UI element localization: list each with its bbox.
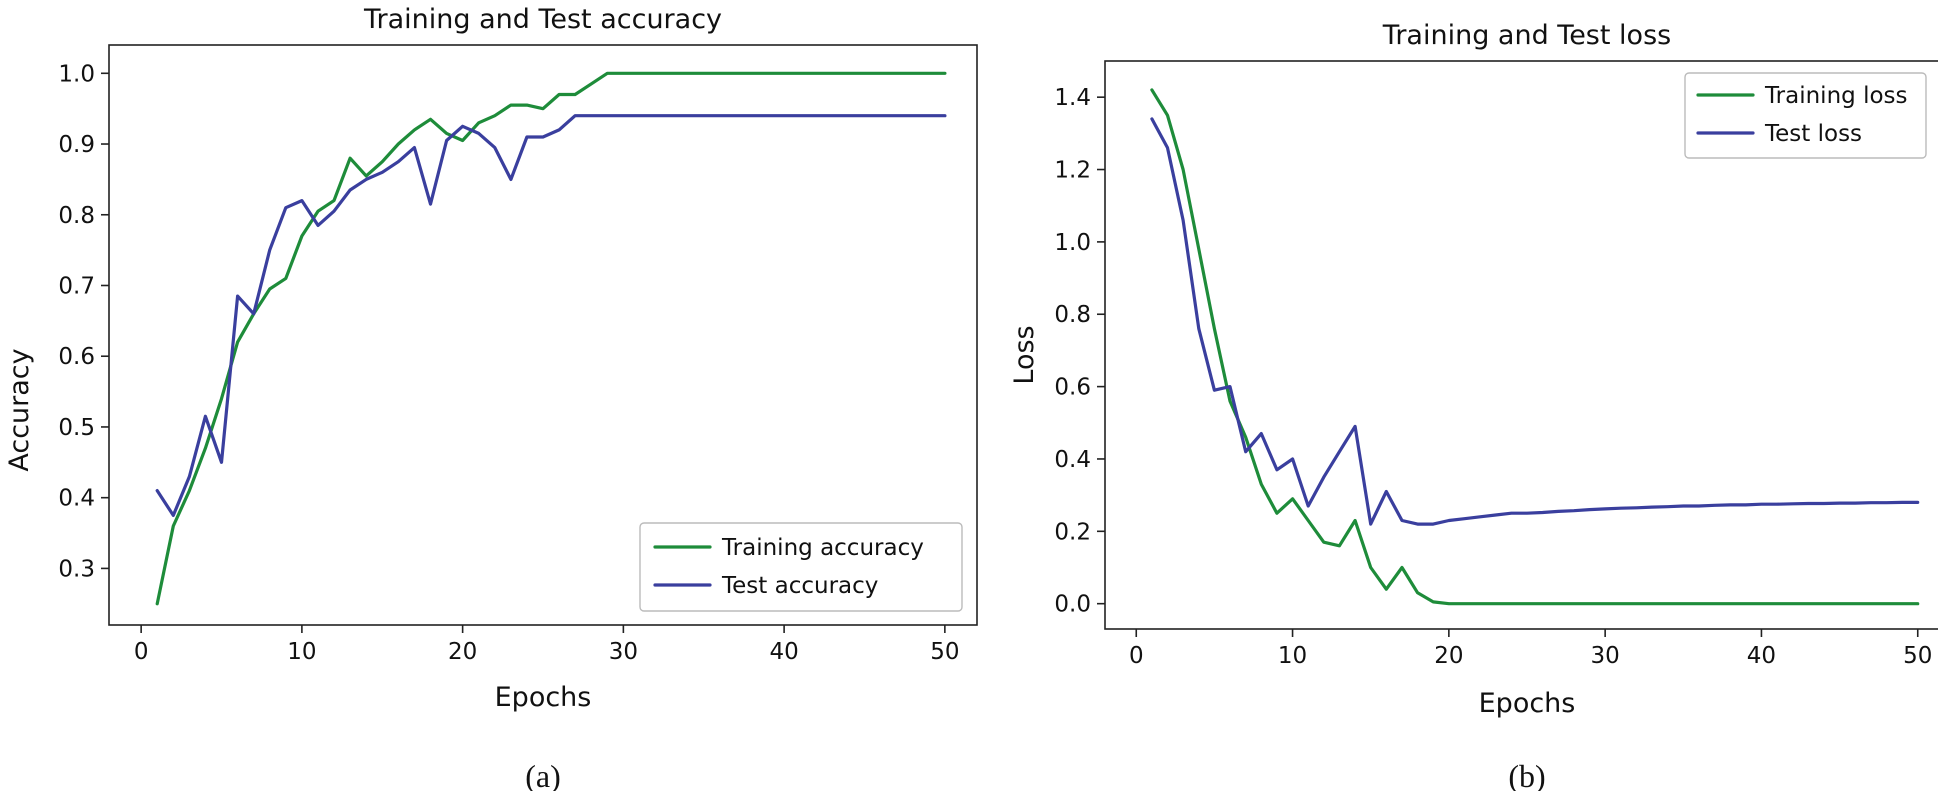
legend-label-test-loss: Test loss (1764, 121, 1862, 147)
accuracy-y-tick-label: 0.7 (58, 273, 95, 299)
accuracy-y-tick-label: 1.0 (58, 61, 95, 87)
accuracy-x-tick-label: 0 (134, 639, 149, 665)
loss-y-tick-label: 1.4 (1054, 85, 1091, 111)
loss-y-tick-label: 0.6 (1054, 375, 1091, 401)
loss-x-tick-label: 20 (1434, 643, 1463, 669)
loss-x-tick-label: 30 (1591, 643, 1620, 669)
accuracy-y-axis-label: Accuracy (4, 348, 35, 471)
loss-plot-frame (1104, 60, 1938, 630)
accuracy-plot-area: 0 10 20 30 40 50 0.3 0.4 0.5 0.6 0.7 0.8 0.9 1.0 (58, 61, 959, 665)
loss-plot-area: 0 10 20 30 40 50 0.0 0.2 0.4 0.6 0.8 1.0 1.2 1.4 (1054, 85, 1932, 669)
accuracy-x-tick-label: 30 (609, 639, 638, 665)
loss-legend: Training loss Test loss (1684, 72, 1927, 159)
loss-y-tick-label: 0.0 (1054, 592, 1091, 618)
accuracy-y-tick-label: 0.4 (58, 486, 95, 512)
loss-x-tick-label: 0 (1129, 643, 1144, 669)
series-line-training-accuracy (155, 71, 947, 606)
accuracy-y-tick-label: 0.8 (58, 203, 95, 229)
loss-x-tick-label: 50 (1903, 643, 1932, 669)
accuracy-y-tick-label: 0.9 (58, 132, 95, 158)
caption-b: (b) (1508, 758, 1545, 791)
accuracy-x-tick-label: 50 (930, 639, 959, 665)
accuracy-legend: Training accuracy Test accuracy (639, 522, 963, 612)
accuracy-plot-frame (108, 44, 978, 626)
accuracy-y-tick-label: 0.6 (58, 344, 95, 370)
loss-chart-title: Training and Test loss (1382, 20, 1671, 51)
accuracy-legend-box (639, 522, 963, 612)
loss-y-tick-label: 1.2 (1054, 158, 1091, 184)
series-line-training-loss (1150, 88, 1920, 606)
accuracy-x-tick-label: 40 (769, 639, 798, 665)
loss-y-axis-label: Loss (1009, 325, 1040, 384)
accuracy-y-tick-label: 0.3 (58, 556, 95, 582)
loss-y-tick-label: 0.4 (1054, 447, 1091, 473)
series-line-test-accuracy (155, 114, 947, 518)
loss-x-tick-label: 10 (1278, 643, 1307, 669)
loss-chart: Training and Test loss Epochs Loss 0 10 20… (1009, 20, 1938, 791)
accuracy-y-tick-label: 0.5 (58, 415, 95, 441)
accuracy-x-axis-label: Epochs (495, 682, 592, 713)
accuracy-chart: Training and Test accuracy Epochs Accura… (4, 4, 978, 791)
caption-a: (a) (525, 758, 561, 791)
legend-label-training-accuracy: Training accuracy (721, 535, 924, 561)
accuracy-x-tick-label: 20 (448, 639, 477, 665)
loss-y-tick-label: 0.2 (1054, 519, 1091, 545)
series-line-test-loss (1150, 117, 1920, 526)
loss-y-tick-label: 1.0 (1054, 230, 1091, 256)
legend-label-training-loss: Training loss (1764, 83, 1908, 109)
loss-x-axis-label: Epochs (1479, 688, 1576, 719)
loss-x-tick-label: 40 (1747, 643, 1776, 669)
accuracy-x-tick-label: 10 (287, 639, 316, 665)
legend-label-test-accuracy: Test accuracy (721, 573, 878, 599)
loss-y-tick-label: 0.8 (1054, 302, 1091, 328)
accuracy-chart-title: Training and Test accuracy (363, 4, 722, 35)
